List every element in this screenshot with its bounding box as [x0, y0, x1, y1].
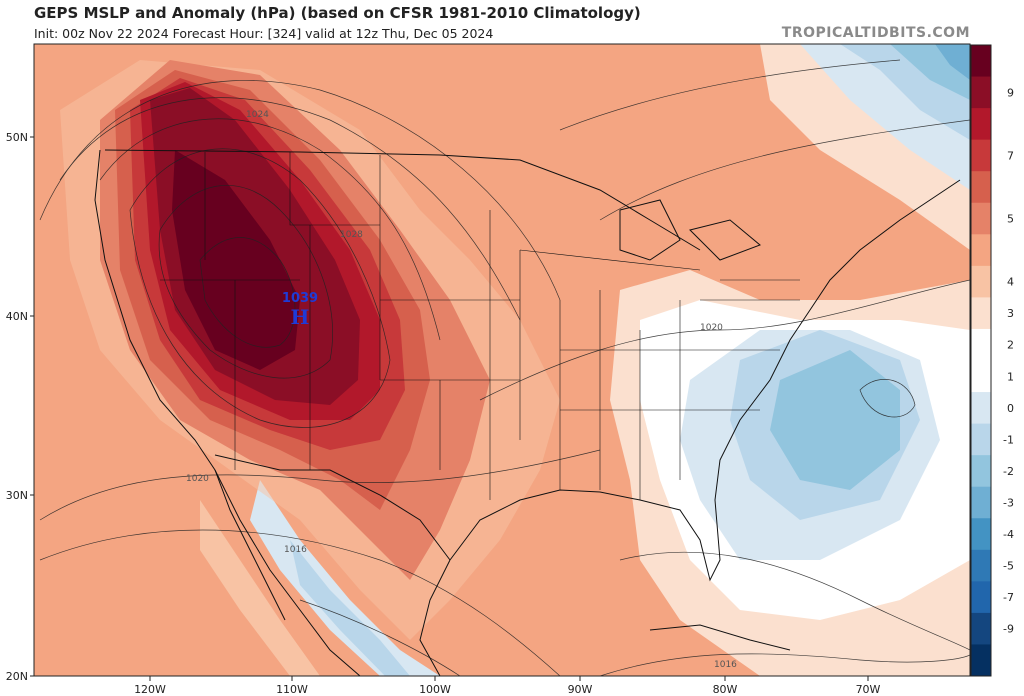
high-pressure-value: 1039 [282, 291, 318, 306]
isobar-label: 1020 [700, 323, 723, 333]
colorbar-segment [971, 423, 991, 456]
colorbar-segment [971, 360, 991, 393]
colorbar [970, 44, 992, 677]
colorbar-segment [971, 518, 991, 551]
colorbar-segment [971, 171, 991, 204]
colorbar-segment [971, 265, 991, 298]
colorbar-tick-label: -1 [1003, 433, 1014, 446]
lat-label-20n: 20N [6, 670, 28, 683]
colorbar-segment [971, 45, 991, 78]
lon-label-80w: 80W [713, 683, 738, 696]
colorbar-tick-label: 7 [1007, 149, 1014, 162]
colorbar-tick-label: -4 [1003, 528, 1014, 541]
isobar-labels: 1024 1028 1020 1020 1016 1016 [186, 110, 737, 670]
colorbar-segment [971, 108, 991, 141]
high-pressure-symbol: H [291, 305, 310, 329]
map-frame [33, 43, 971, 677]
colorbar-tick-label: 5 [1007, 213, 1014, 226]
colorbar-tick-label: -7 [1003, 591, 1014, 604]
lon-label-100w: 100W [419, 683, 451, 696]
colorbar-segment [971, 76, 991, 109]
isobar-label: 1016 [284, 545, 307, 555]
colorbar-segment [971, 455, 991, 488]
colorbar-segment [971, 139, 991, 172]
isobar-label: 1020 [186, 474, 209, 484]
colorbar-ticks: 9 7 5 4 3 2 1 0 -1 -2 -3 -4 -5 -7 -9 [1003, 86, 1014, 635]
colorbar-tick-label: -9 [1003, 623, 1014, 636]
colorbar-tick-label: -3 [1003, 496, 1014, 509]
colorbar-segment [971, 581, 991, 614]
lon-label-110w: 110W [276, 683, 308, 696]
chart-title: GEPS MSLP and Anomaly (hPa) (based on CF… [34, 4, 641, 22]
lat-label-30n: 30N [6, 489, 28, 502]
longitude-labels: 120W 110W 100W 90W 80W 70W [134, 676, 881, 696]
colorbar-segment [971, 202, 991, 235]
colorbar-tick-label: 9 [1007, 86, 1014, 99]
colorbar-segment [971, 486, 991, 519]
colorbar-segment [971, 612, 991, 645]
colorbar-segment [971, 234, 991, 267]
source-credit[interactable]: TROPICALTIDBITS.COM [781, 25, 970, 41]
latitude-labels: 50N 40N 30N 20N [6, 131, 34, 683]
isobar-label: 1024 [246, 110, 269, 120]
colorbar-segment [971, 392, 991, 425]
colorbar-tick-label: -2 [1003, 465, 1014, 478]
colorbar-tick-label: 4 [1007, 276, 1014, 289]
map-plot-area [34, 44, 970, 676]
high-pressure-center: 1039 H [282, 291, 318, 329]
colorbar-frame [970, 44, 992, 677]
colorbar-tick-label: -5 [1003, 560, 1014, 573]
lon-label-70w: 70W [856, 683, 881, 696]
isobar-label: 1028 [340, 230, 363, 240]
lat-label-50n: 50N [6, 131, 28, 144]
colorbar-tick-label: 3 [1007, 307, 1014, 320]
colorbar-segment [971, 549, 991, 582]
colorbar-segment [971, 328, 991, 361]
colorbar-segment [971, 297, 991, 330]
colorbar-tick-label: 1 [1007, 370, 1014, 383]
lat-label-40n: 40N [6, 310, 28, 323]
colorbar-tick-label: 0 [1007, 402, 1014, 415]
lon-label-90w: 90W [568, 683, 593, 696]
isobar-label: 1016 [714, 660, 737, 670]
chart-subtitle: Init: 00z Nov 22 2024 Forecast Hour: [32… [34, 26, 494, 41]
lon-label-120w: 120W [134, 683, 166, 696]
colorbar-tick-label: 2 [1007, 339, 1014, 352]
colorbar-segment [971, 644, 991, 677]
